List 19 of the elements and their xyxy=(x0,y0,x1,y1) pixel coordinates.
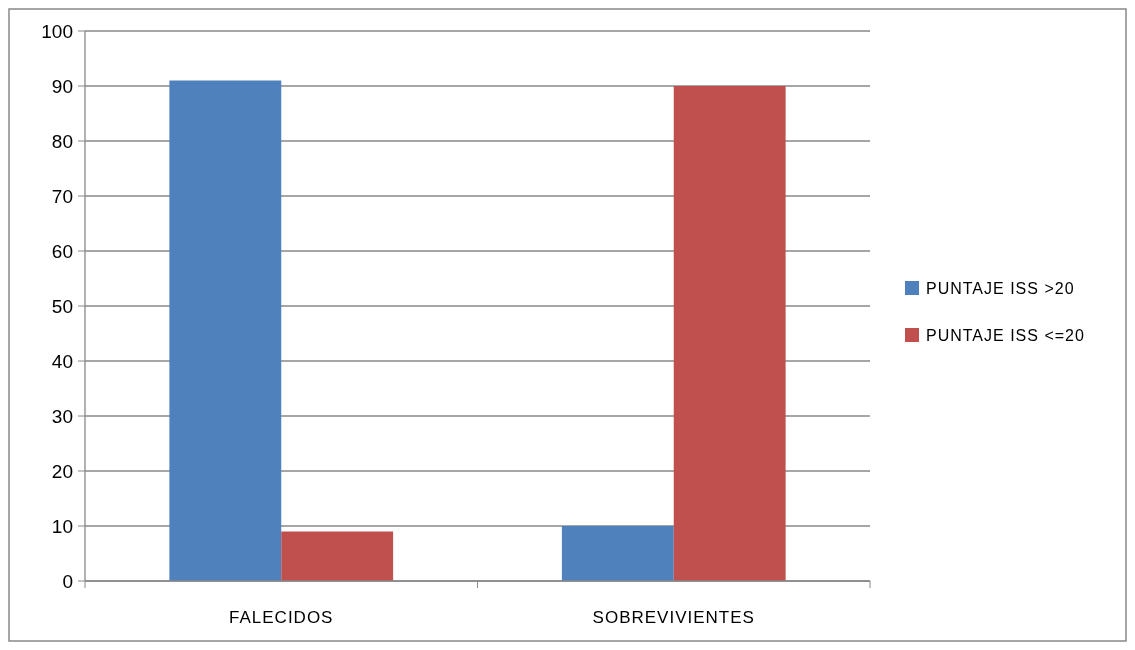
bar xyxy=(169,80,282,581)
bar xyxy=(561,526,674,581)
y-tick-label: 100 xyxy=(41,20,73,42)
legend-label: PUNTAJE ISS <=20 xyxy=(926,326,1085,344)
x-tick-label: FALECIDOS xyxy=(229,608,334,627)
y-tick-label: 90 xyxy=(51,75,73,97)
y-tick-label: 20 xyxy=(51,460,73,482)
legend-label: PUNTAJE ISS >20 xyxy=(926,279,1075,297)
y-tick-label: 40 xyxy=(51,350,73,372)
y-tick-label: 60 xyxy=(51,240,73,262)
y-tick-label: 50 xyxy=(51,295,73,317)
y-tick-label: 80 xyxy=(51,130,73,152)
x-tick-label: SOBREVIVIENTES xyxy=(592,608,755,627)
y-tick-label: 70 xyxy=(51,185,73,207)
y-tick-label: 30 xyxy=(51,405,73,427)
bar xyxy=(281,531,394,581)
y-tick-label: 0 xyxy=(62,570,73,592)
bar xyxy=(673,86,786,581)
y-tick-label: 10 xyxy=(51,515,73,537)
